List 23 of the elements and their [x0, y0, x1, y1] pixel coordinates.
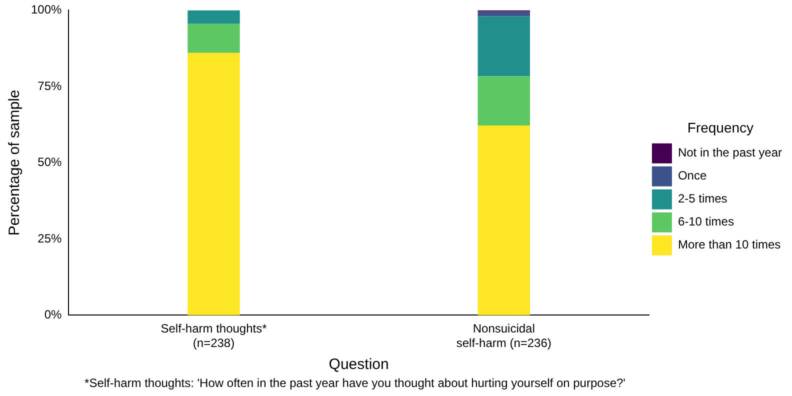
legend-label: Once	[678, 168, 707, 183]
bar	[478, 125, 530, 316]
bar	[478, 76, 530, 126]
bar	[188, 24, 240, 53]
bar	[188, 10, 240, 24]
legend-label: 6-10 times	[678, 214, 734, 229]
x-axis-title: Question	[328, 356, 389, 374]
text: *Self-harm thoughts: 'How often in the past year have you thought about hurting yourself on purpose?'	[84, 376, 626, 390]
legend-label: Not in the past year	[678, 146, 782, 160]
y-tick-label: 100%	[30, 2, 62, 17]
legend-label: More than 10 times	[678, 238, 781, 252]
y-tick-label: 75%	[38, 78, 62, 93]
bar	[478, 16, 530, 76]
y-tick-label: 25%	[38, 231, 62, 246]
x-tick-label: Self-harm thoughts* (n=238)	[160, 322, 268, 350]
y-tick-label: 0%	[44, 308, 62, 322]
y-tick-label: 50%	[38, 155, 62, 170]
legend-title: Frequency	[687, 119, 754, 136]
x-tick-label: Nonsuicidal self-harm (n=236)	[456, 322, 552, 350]
legend-label: 2-5 times	[678, 192, 728, 206]
bar	[188, 52, 240, 316]
bar	[478, 11, 530, 16]
y-axis-title: Percentage of sample	[6, 90, 24, 236]
